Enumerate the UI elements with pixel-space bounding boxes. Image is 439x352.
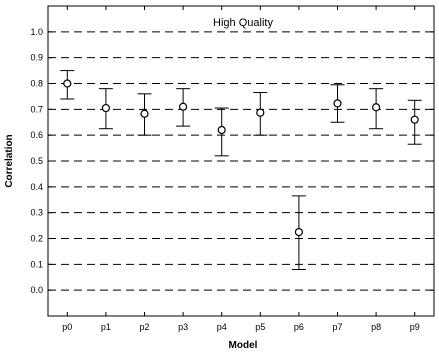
data-point [333, 99, 342, 108]
chart-title: High Quality [213, 17, 273, 29]
error-bars [60, 70, 422, 270]
y-tick-label: 0.4 [30, 182, 43, 192]
x-tick-label: p2 [139, 322, 149, 332]
y-tick-label: 1.0 [30, 27, 43, 37]
data-points [63, 79, 419, 237]
data-point [294, 227, 303, 237]
x-tick-label: p1 [101, 322, 111, 332]
x-axis-ticks: p0 p1 p2 p3 p4 p5 p6 p7 p8 p9 [62, 6, 420, 332]
y-axis-ticks: 0.0 0.1 0.2 0.3 0.4 0.5 0.6 0.7 0.8 0.9 1.0 [30, 27, 434, 295]
x-tick-label: p9 [410, 322, 420, 332]
data-point [256, 108, 265, 117]
y-tick-label: 0.2 [30, 234, 43, 244]
y-tick-label: 0.7 [30, 104, 43, 114]
x-tick-label: p8 [371, 322, 381, 332]
y-tick-label: 0.8 [30, 79, 43, 89]
x-tick-label: p3 [178, 322, 188, 332]
data-point [410, 115, 419, 124]
x-tick-label: p0 [62, 322, 72, 332]
data-point [63, 79, 72, 88]
data-point [140, 109, 149, 118]
x-tick-label: p7 [332, 322, 342, 332]
x-tick-label: p6 [294, 322, 304, 332]
y-tick-label: 0.9 [30, 53, 43, 63]
x-tick-label: p5 [255, 322, 265, 332]
data-point [217, 125, 226, 135]
data-point [372, 103, 381, 112]
y-tick-label: 0.5 [30, 156, 43, 166]
y-axis-title: Correlation [4, 134, 15, 187]
data-point [101, 103, 111, 113]
x-axis-title: Model [229, 340, 258, 351]
y-tick-label: 0.3 [30, 208, 43, 218]
x-tick-label: p4 [217, 322, 227, 332]
y-tick-label: 0.6 [30, 130, 43, 140]
data-point [179, 102, 188, 111]
y-tick-label: 0.0 [30, 285, 43, 295]
y-tick-label: 0.1 [30, 259, 43, 269]
grid-lines [48, 31, 434, 291]
